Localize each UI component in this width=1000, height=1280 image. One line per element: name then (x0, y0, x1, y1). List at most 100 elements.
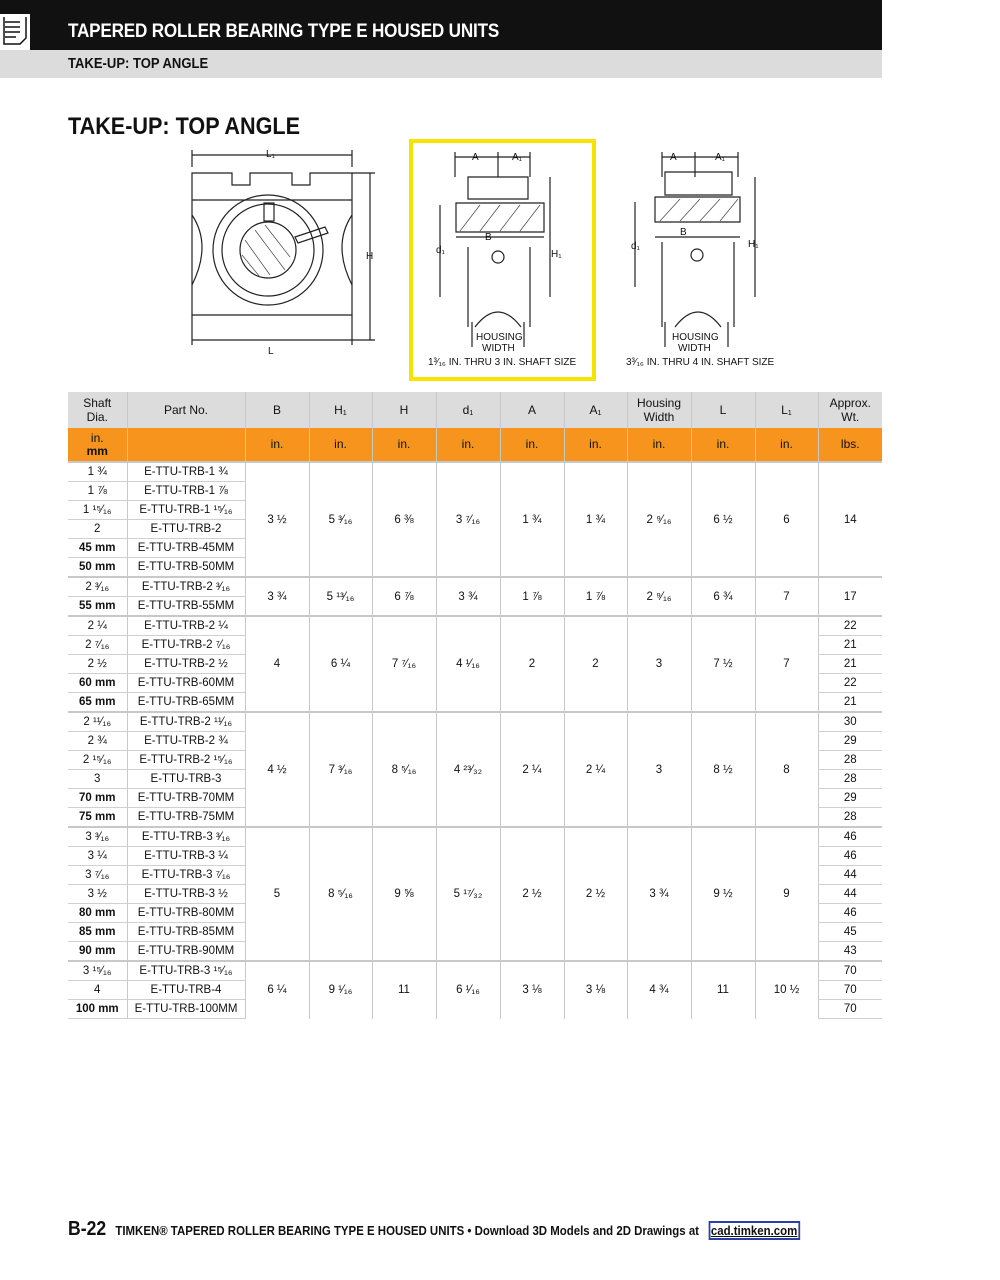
dim-label-b: B (485, 232, 492, 243)
part-number: E-TTU-TRB-1 ⅞ (126, 481, 245, 501)
approx-weight: 70 (817, 999, 882, 1019)
part-number: E-TTU-TRB-3 ¼ (126, 846, 245, 866)
part-number: E-TTU-TRB-4 (126, 980, 245, 1000)
shaft-diameter: 3 ½ (68, 884, 127, 904)
unit-label: in. (754, 428, 818, 462)
part-number: E-TTU-TRB-3 (126, 769, 245, 789)
approx-weight: 28 (817, 807, 882, 828)
part-number: E-TTU-TRB-2 ⁷⁄₁₆ (126, 635, 245, 655)
dim-b: 4 ½ (244, 711, 309, 827)
table-row: 2 ⁷⁄₁₆ E-TTU-TRB-2 ⁷⁄₁₆ 21 (68, 635, 882, 655)
approx-weight: 43 (817, 941, 882, 962)
part-number: E-TTU-TRB-100MM (126, 999, 245, 1019)
shaft-diameter: 45 mm (68, 538, 127, 558)
dim-label-b: B (680, 227, 687, 238)
shaft-diameter: 1 ⅞ (68, 481, 127, 501)
dim-label-l1: L₁ (266, 149, 276, 160)
dim-l: 9 ½ (690, 826, 755, 961)
column-header: H₁ (308, 392, 372, 428)
cad-link[interactable]: cad.timken.com (708, 1221, 800, 1240)
part-number: E-TTU-TRB-85MM (126, 922, 245, 942)
approx-weight: 29 (817, 788, 882, 808)
table-row: 85 mm E-TTU-TRB-85MM 45 (68, 922, 882, 942)
approx-weight: 70 (817, 960, 882, 981)
table-row: 3 ⁷⁄₁₆ E-TTU-TRB-3 ⁷⁄₁₆ 44 (68, 865, 882, 885)
document-list-icon (0, 14, 30, 50)
side-view-diagram-large: A A₁ B d₁ H₁ HOUSING WIDTH 3³⁄₁₆ IN. THR… (626, 152, 775, 368)
shaft-diameter: 3 ¹⁵⁄₁₆ (68, 960, 127, 981)
dim-l1: 10 ½ (754, 960, 818, 1019)
table-row: 65 mm E-TTU-TRB-65MM 21 (68, 692, 882, 713)
part-number: E-TTU-TRB-2 (126, 519, 245, 539)
part-number: E-TTU-TRB-50MM (126, 557, 245, 578)
unit-label (126, 428, 245, 462)
shaft-diameter: 50 mm (68, 557, 127, 578)
dim-a1: 1 ¾ (563, 461, 627, 577)
dim-h1: 5 ³⁄₁₆ (308, 461, 372, 577)
dim-h1: 8 ⁵⁄₁₆ (308, 826, 372, 961)
section-bar: TAKE-UP: TOP ANGLE (0, 50, 882, 78)
unit-label: in. mm (68, 428, 127, 462)
dim-d1: 3 ⁷⁄₁₆ (435, 461, 500, 577)
dim-l1: 7 (754, 576, 818, 616)
unit-label: in. (308, 428, 372, 462)
unit-label: in. (626, 428, 691, 462)
table-row: 3 ½ E-TTU-TRB-3 ½ 44 (68, 884, 882, 904)
dim-housing-width: 3 (626, 615, 691, 712)
part-number: E-TTU-TRB-60MM (126, 673, 245, 693)
dim-h1: 7 ³⁄₁₆ (308, 711, 372, 827)
table-row: 80 mm E-TTU-TRB-80MM 46 (68, 903, 882, 923)
unit-label: in. (690, 428, 755, 462)
part-number: E-TTU-TRB-65MM (126, 692, 245, 713)
dim-housing-width: 3 (626, 711, 691, 827)
column-header: Shaft Dia. (68, 392, 127, 428)
part-number: E-TTU-TRB-45MM (126, 538, 245, 558)
shaft-diameter: 2 (68, 519, 127, 539)
dim-b: 4 (244, 615, 309, 712)
dim-l: 11 (690, 960, 755, 1019)
table-row: 50 mm E-TTU-TRB-50MM (68, 557, 882, 578)
approx-weight: 44 (817, 865, 882, 885)
dim-label-h: H (366, 251, 373, 262)
housing-width-label: HOUSING (476, 332, 523, 343)
unit-label: in. (244, 428, 309, 462)
dim-a: 1 ⅞ (499, 576, 564, 616)
dim-h: 6 ⅜ (371, 461, 436, 577)
column-header: d₁ (435, 392, 500, 428)
dim-housing-width: 2 ⁹⁄₁₆ (626, 576, 691, 616)
dim-a1: 3 ⅛ (563, 960, 627, 1019)
dim-a1: 1 ⅞ (563, 576, 627, 616)
dim-l1: 9 (754, 826, 818, 961)
unit-label: in. (499, 428, 564, 462)
dim-housing-width: 3 ¾ (626, 826, 691, 961)
approx-weight: 29 (817, 731, 882, 751)
dim-d1: 5 ¹⁷⁄₃₂ (435, 826, 500, 961)
dim-a: 2 ¼ (499, 711, 564, 827)
column-header: H (371, 392, 436, 428)
column-header: L₁ (754, 392, 818, 428)
part-number: E-TTU-TRB-2 ³⁄₁₆ (126, 576, 245, 597)
part-number: E-TTU-TRB-3 ⁷⁄₁₆ (126, 865, 245, 885)
shaft-diameter: 3 ⁷⁄₁₆ (68, 865, 127, 885)
diagram-caption-small: 1³⁄₁₆ IN. THRU 3 IN. SHAFT SIZE (428, 357, 577, 368)
part-number: E-TTU-TRB-2 ½ (126, 654, 245, 674)
part-number: E-TTU-TRB-75MM (126, 807, 245, 828)
column-header: A₁ (563, 392, 627, 428)
dim-h: 11 (371, 960, 436, 1019)
table-row: 100 mm E-TTU-TRB-100MM 70 (68, 999, 882, 1019)
shaft-diameter: 75 mm (68, 807, 127, 828)
approx-weight: 22 (817, 673, 882, 693)
part-number: E-TTU-TRB-70MM (126, 788, 245, 808)
dim-a: 2 ½ (499, 826, 564, 961)
part-number: E-TTU-TRB-3 ³⁄₁₆ (126, 826, 245, 847)
unit-label: lbs. (817, 428, 882, 462)
approx-weight: 45 (817, 922, 882, 942)
shaft-diameter: 2 ³⁄₁₆ (68, 576, 127, 597)
dim-l1: 8 (754, 711, 818, 827)
table-row: 1 ¹⁵⁄₁₆ E-TTU-TRB-1 ¹⁵⁄₁₆ (68, 500, 882, 520)
dim-h1: 5 ¹³⁄₁₆ (308, 576, 372, 616)
